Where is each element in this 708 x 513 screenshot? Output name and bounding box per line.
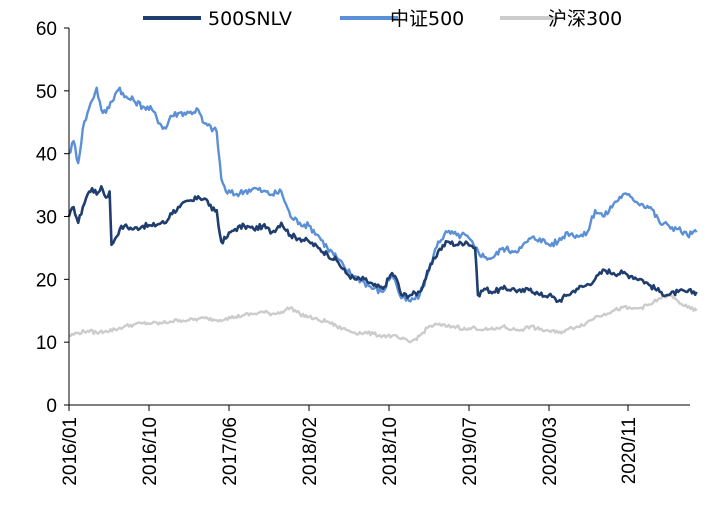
- y-tick-label: 0: [46, 396, 57, 417]
- x-tick-label: 2017/06: [220, 417, 241, 486]
- series-line-2: [69, 293, 698, 344]
- x-tick-label: 2020/03: [540, 417, 561, 486]
- legend-label-0: 500SNLV: [208, 8, 292, 30]
- y-tick-label: 10: [36, 333, 57, 354]
- legend-label-1: 中证500: [390, 8, 464, 30]
- y-tick-label: 40: [36, 145, 57, 166]
- y-ticks: 0 10 20 30 40 50 60: [36, 19, 69, 417]
- y-tick-label: 50: [36, 82, 57, 103]
- y-tick-label: 20: [36, 270, 57, 291]
- x-ticks: 2016/01 2016/10 2017/06 2018/02 2018/10 2019/…: [60, 405, 640, 486]
- series-line-0: [67, 185, 698, 304]
- series-layer: [67, 86, 698, 344]
- x-tick-label: 2018/10: [380, 417, 401, 486]
- y-tick-label: 30: [36, 208, 57, 229]
- x-tick-label: 2018/02: [300, 417, 321, 486]
- series-line-1: [68, 86, 698, 303]
- x-tick-label: 2019/07: [460, 417, 481, 486]
- plot-area: 0 10 20 30 40 50 60 2016/01 2016/10 2017/06 2018/…: [36, 19, 698, 486]
- y-tick-label: 60: [36, 19, 57, 40]
- x-tick-label: 2016/01: [60, 417, 81, 486]
- x-tick-label: 2020/11: [619, 417, 640, 484]
- legend: 500SNLV 中证500 沪深300: [143, 8, 622, 30]
- x-tick-label: 2016/10: [140, 417, 161, 486]
- legend-label-2: 沪深300: [548, 8, 622, 30]
